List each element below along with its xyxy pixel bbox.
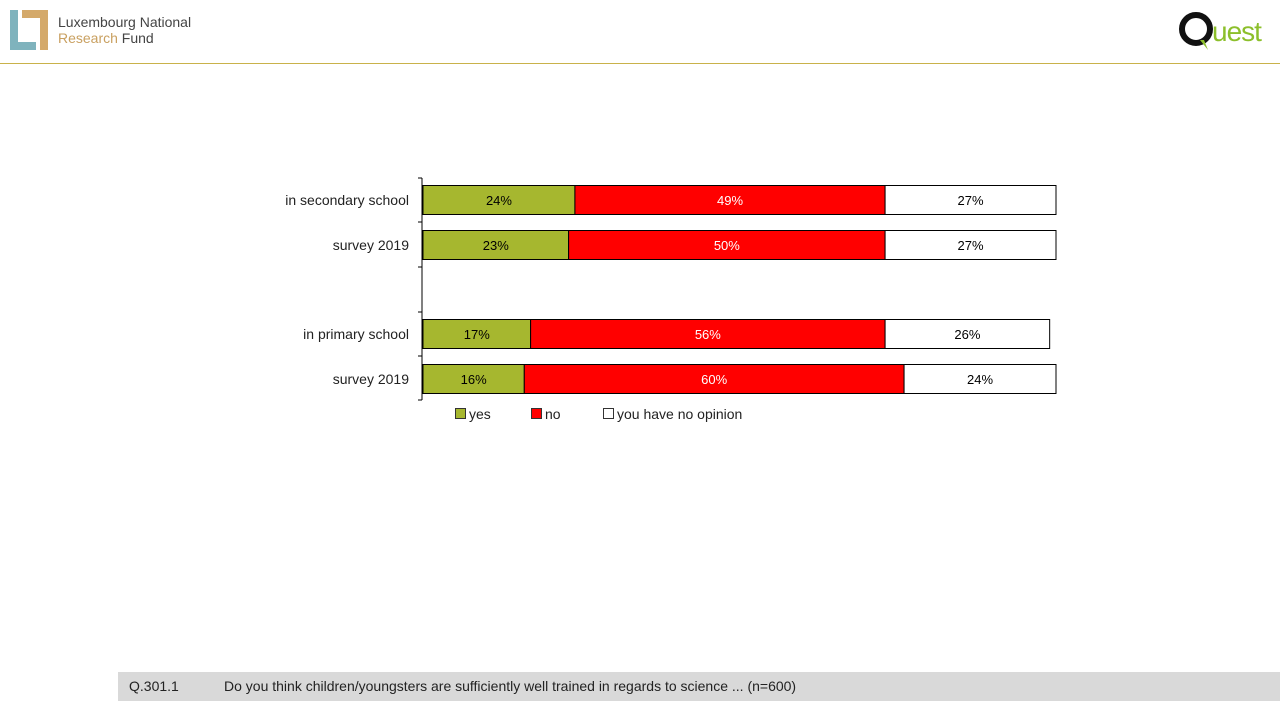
header: Luxembourg National Research Fund uest (0, 0, 1280, 64)
fnr-line2: Research Fund (58, 30, 191, 46)
bar-segment-yes (422, 319, 532, 349)
footer-bar: Q.301.1 Do you think children/youngsters… (118, 672, 1280, 701)
logo-bar-right (40, 10, 48, 50)
quest-logo-text: uest (1212, 16, 1262, 47)
category-label: survey 2019 (333, 237, 409, 253)
legend-label: no (545, 406, 561, 422)
logo-bar-left (10, 10, 18, 50)
data-label: 27% (958, 238, 984, 253)
question-id: Q.301.1 (129, 678, 179, 694)
fnr-line1: Luxembourg National (58, 14, 192, 30)
data-label: 24% (486, 193, 512, 208)
logo-bar-bottom (10, 42, 36, 50)
data-label: 56% (695, 327, 721, 342)
category-label: survey 2019 (333, 371, 409, 387)
legend-swatch (603, 408, 614, 419)
bar-segment-you-have-no-opinion (884, 319, 1051, 349)
legend-item-no: no (531, 406, 561, 422)
legend-label: yes (469, 406, 491, 422)
data-label: 16% (461, 372, 487, 387)
quest-logo: uest (1178, 10, 1268, 52)
quest-q-icon (1179, 12, 1213, 50)
logo-bar-top (22, 10, 48, 18)
bar-segment-no (574, 185, 886, 215)
bar-segment-yes (422, 230, 570, 260)
fnr-logo (10, 10, 48, 50)
data-label: 50% (714, 238, 740, 253)
category-label: in primary school (303, 326, 409, 342)
data-label: 17% (464, 327, 490, 342)
question-text: Do you think children/youngsters are suf… (224, 678, 797, 694)
legend-label: you have no opinion (617, 406, 743, 422)
data-label: 49% (717, 193, 743, 208)
stacked-bar-chart: in secondary school 24% 49% 27% survey 2019 2… (0, 170, 1280, 440)
fnr-line2-fund: Fund (117, 30, 154, 46)
data-label: 24% (967, 372, 993, 387)
legend-swatch (455, 408, 466, 419)
bar-segment-no (568, 230, 886, 260)
data-label: 60% (701, 372, 727, 387)
data-label: 23% (483, 238, 509, 253)
fnr-line2-research: Research (58, 30, 118, 46)
chart-svg: in secondary school 24% 49% 27% survey 2019 2… (285, 177, 1057, 401)
bar-segment-yes (422, 364, 525, 394)
bar-segment-no (523, 364, 905, 394)
bar-segment-you-have-no-opinion (884, 185, 1057, 215)
legend-item-you-have-no-opinion: you have no opinion (603, 406, 742, 422)
bar-segment-you-have-no-opinion (903, 364, 1057, 394)
fnr-logo-text: Luxembourg National Research Fund (58, 14, 191, 46)
category-label: in secondary school (285, 192, 409, 208)
bar-segment-you-have-no-opinion (884, 230, 1057, 260)
data-label: 26% (954, 327, 980, 342)
bar-segment-no (530, 319, 886, 349)
legend-item-yes: yes (455, 406, 491, 422)
legend-swatch (531, 408, 542, 419)
data-label: 27% (958, 193, 984, 208)
